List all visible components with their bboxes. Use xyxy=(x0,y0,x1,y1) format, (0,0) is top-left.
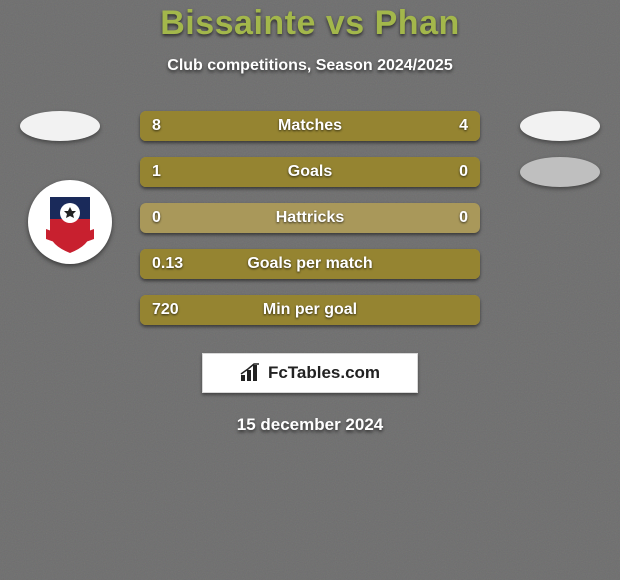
stat-value-left: 720 xyxy=(152,295,179,325)
stat-label: Min per goal xyxy=(140,295,480,325)
bar-chart-icon xyxy=(240,363,262,383)
stat-value-right: 0 xyxy=(459,157,468,187)
stat-bar: Hattricks0 0 xyxy=(140,203,480,233)
stat-label: Matches xyxy=(140,111,480,141)
stat-value-left: 8 xyxy=(152,111,161,141)
club-badge xyxy=(28,180,112,264)
player-avatar-right xyxy=(520,157,600,187)
stat-value-right: 0 xyxy=(459,203,468,233)
stat-bar: Goals1 0 xyxy=(140,157,480,187)
stat-value-left: 0 xyxy=(152,203,161,233)
date-label: 15 december 2024 xyxy=(0,415,620,435)
stat-label: Goals per match xyxy=(140,249,480,279)
stat-value-left: 0.13 xyxy=(152,249,183,279)
brand-text: FcTables.com xyxy=(268,363,380,383)
shield-icon xyxy=(40,189,100,255)
stat-bar: Matches8 4 xyxy=(140,111,480,141)
stat-bar: Goals per match0.13 xyxy=(140,249,480,279)
player-avatar-left xyxy=(20,111,100,141)
stat-row: Min per goal720 xyxy=(0,289,620,335)
stat-value-left: 1 xyxy=(152,157,161,187)
stat-row: Matches8 4 xyxy=(0,105,620,151)
stat-bar: Min per goal720 xyxy=(140,295,480,325)
infographic: Bissainte vs Phan Club competitions, Sea… xyxy=(0,0,620,580)
stat-value-right: 4 xyxy=(459,111,468,141)
stat-label: Goals xyxy=(140,157,480,187)
subtitle: Club competitions, Season 2024/2025 xyxy=(0,57,620,75)
player-avatar-right xyxy=(520,111,600,141)
brand-attribution: FcTables.com xyxy=(202,353,418,393)
stat-label: Hattricks xyxy=(140,203,480,233)
page-title: Bissainte vs Phan xyxy=(0,4,620,43)
